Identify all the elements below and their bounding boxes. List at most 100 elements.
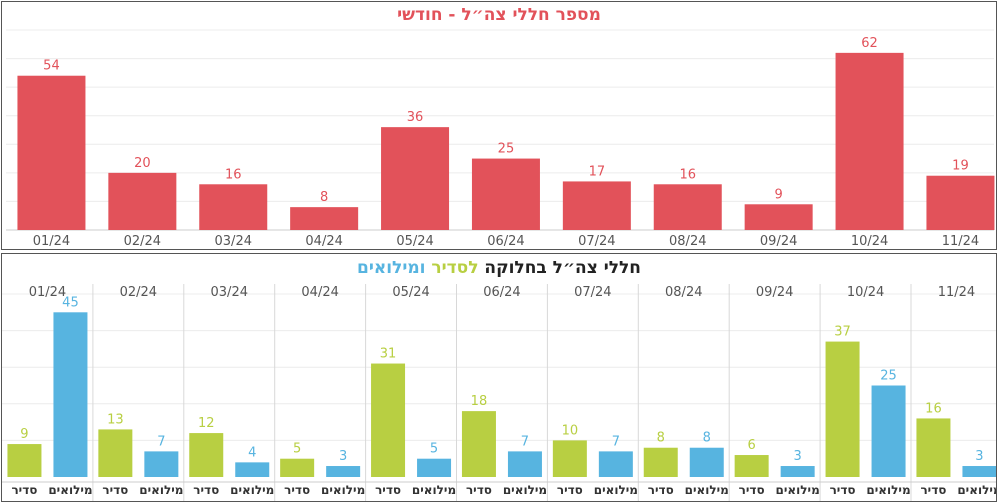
breakdown-title-reserve: מילואים — [356, 258, 420, 278]
x-tick-label: 02/24 — [120, 285, 157, 300]
data-label-reserve: 7 — [521, 434, 529, 449]
bar-total — [926, 175, 995, 230]
x-tick-label: 11/24 — [938, 285, 975, 300]
bar-total — [835, 52, 904, 230]
x-tick-label: 05/24 — [392, 285, 429, 300]
breakdown-chart-title: חללי צה״ל בחלוקה לסדיר ומילואים — [2, 258, 996, 278]
breakdown-chart: 01/249סדיר45מילואים02/2413סדיר7מילואים03… — [2, 284, 996, 501]
bar-reserve — [417, 458, 452, 477]
bar-total — [471, 158, 540, 230]
series-label-regular: סדיר — [466, 483, 492, 497]
x-tick-label: 06/24 — [487, 234, 524, 249]
data-label-total: 8 — [320, 190, 328, 205]
data-label-regular: 31 — [380, 347, 397, 362]
bar-reserve — [235, 462, 270, 477]
bar-total — [653, 184, 722, 230]
data-label-reserve: 45 — [62, 295, 79, 310]
bar-total — [381, 127, 450, 230]
bar-regular — [734, 455, 769, 477]
x-tick-label: 03/24 — [215, 234, 252, 249]
bar-regular — [7, 444, 42, 477]
x-tick-label: 11/24 — [942, 234, 979, 249]
data-label-regular: 12 — [198, 416, 215, 431]
data-label-total: 36 — [407, 110, 424, 125]
series-label-reserve: מילואים — [412, 483, 456, 497]
data-label-total: 19 — [952, 159, 969, 174]
x-tick-label: 01/24 — [29, 285, 66, 300]
bar-reserve — [53, 312, 88, 477]
data-label-total: 25 — [498, 142, 515, 157]
bar-reserve — [507, 451, 542, 477]
series-label-regular: סדיר — [11, 483, 37, 497]
x-tick-label: 09/24 — [756, 285, 793, 300]
data-label-reserve: 3 — [339, 449, 347, 464]
breakdown-chart-panel: חללי צה״ל בחלוקה לסדיר ומילואים 01/24 9 סד… — [1, 253, 997, 502]
data-label-regular: 16 — [925, 401, 942, 416]
x-tick-label: 08/24 — [669, 234, 706, 249]
bar-regular — [552, 440, 587, 477]
bar-reserve — [326, 466, 361, 477]
x-tick-label: 03/24 — [211, 285, 248, 300]
series-label-reserve: מילואים — [685, 483, 729, 497]
x-tick-label: 10/24 — [851, 234, 888, 249]
monthly-total-chart-title: מספר חללי צה״ל - חודשי — [397, 5, 601, 25]
series-label-regular: סדיר — [193, 483, 219, 497]
breakdown-title-and: ו — [419, 258, 432, 278]
series-label-regular: סדיר — [648, 483, 674, 497]
bar-total — [17, 75, 86, 230]
x-tick-label: 08/24 — [665, 285, 702, 300]
bar-regular — [643, 447, 678, 477]
x-tick-label: 06/24 — [483, 285, 520, 300]
data-label-regular: 9 — [20, 427, 28, 442]
series-label-regular: סדיר — [739, 483, 765, 497]
data-label-reserve: 7 — [612, 434, 620, 449]
data-label-total: 16 — [679, 167, 696, 182]
data-label-regular: 6 — [748, 438, 756, 453]
bar-total — [199, 184, 268, 230]
bar-reserve — [871, 385, 906, 477]
data-label-reserve: 3 — [975, 449, 983, 464]
data-label-reserve: 4 — [248, 445, 256, 460]
bar-reserve — [598, 451, 633, 477]
bar-regular — [461, 411, 496, 477]
data-label-total: 54 — [43, 59, 60, 74]
bar-regular — [280, 458, 315, 477]
series-label-reserve: מילואים — [139, 483, 183, 497]
data-label-regular: 37 — [834, 325, 851, 340]
x-tick-label: 10/24 — [847, 285, 884, 300]
series-label-reserve: מילואים — [48, 483, 92, 497]
x-tick-label: 04/24 — [305, 234, 342, 249]
breakdown-title-main: חללי צה״ל בחלוקה — [478, 258, 641, 278]
series-label-regular: סדיר — [375, 483, 401, 497]
data-label-reserve: 3 — [794, 449, 802, 464]
data-label-total: 20 — [134, 156, 151, 171]
x-tick-label: 09/24 — [760, 234, 797, 249]
bar-regular — [189, 433, 224, 477]
data-label-total: 62 — [861, 36, 878, 51]
bar-regular — [371, 363, 406, 477]
data-label-regular: 5 — [293, 442, 301, 457]
x-tick-label: 07/24 — [574, 285, 611, 300]
bar-regular — [825, 341, 860, 477]
data-label-regular: 10 — [562, 423, 579, 438]
data-label-reserve: 5 — [430, 442, 438, 457]
monthly-total-chart-panel: מספר חללי צה״ל - חודשי 54 01/24 20 02/24 16 0… — [1, 1, 997, 250]
x-tick-label: 07/24 — [578, 234, 615, 249]
bar-reserve — [962, 466, 996, 477]
series-label-regular: סדיר — [102, 483, 128, 497]
series-label-reserve: מילואים — [957, 483, 996, 497]
data-label-total: 16 — [225, 167, 242, 182]
bar-total — [290, 207, 359, 230]
data-label-regular: 8 — [657, 431, 665, 446]
bar-total — [562, 181, 631, 230]
data-label-regular: 18 — [471, 394, 488, 409]
bar-total — [108, 172, 177, 230]
data-label-regular: 13 — [107, 412, 124, 427]
data-label-reserve: 8 — [703, 431, 711, 446]
x-tick-label: 02/24 — [124, 234, 161, 249]
series-label-regular: סדיר — [284, 483, 310, 497]
bar-reserve — [689, 447, 724, 477]
breakdown-title-regular: לסדיר — [431, 258, 479, 278]
series-label-reserve: מילואים — [503, 483, 547, 497]
series-label-reserve: מילואים — [866, 483, 910, 497]
